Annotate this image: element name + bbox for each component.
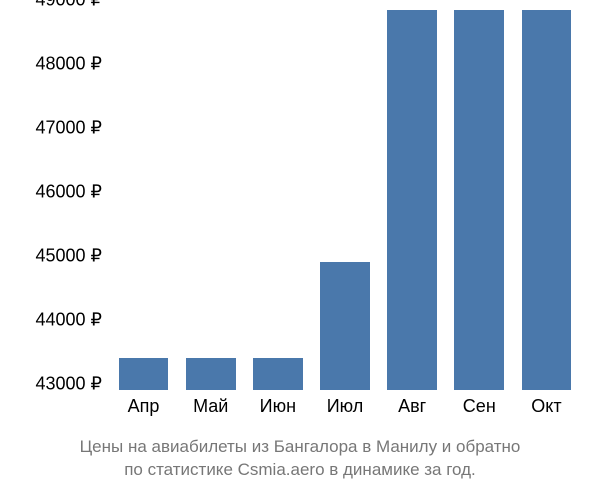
x-tick-label: Май [193, 396, 228, 417]
y-axis: 43000 ₽44000 ₽45000 ₽46000 ₽47000 ₽48000… [0, 0, 110, 390]
y-tick-label: 46000 ₽ [35, 181, 102, 202]
bar [320, 262, 370, 390]
chart-caption: Цены на авиабилеты из Бангалора в Манилу… [0, 436, 600, 482]
y-tick-label: 45000 ₽ [35, 245, 102, 266]
x-tick-label: Сен [463, 396, 496, 417]
x-tick-label: Апр [128, 396, 160, 417]
bar [522, 10, 572, 390]
bar [119, 358, 169, 390]
bar [387, 10, 437, 390]
price-bar-chart: 43000 ₽ 44000 ₽ 45000 ₽ 46000 ₽ 47000 ₽ 48000… [0, 0, 600, 430]
y-tick-label: 44000 ₽ [35, 309, 102, 330]
caption-line-1: Цены на авиабилеты из Бангалора в Манилу… [0, 436, 600, 459]
y-tick-label: 48000 ₽ [35, 53, 102, 74]
x-tick-label: Авг [398, 396, 426, 417]
y-tick-label: 49000 ₽ [35, 0, 102, 11]
bar [253, 358, 303, 390]
bar [454, 10, 504, 390]
x-tick-label: Окт [531, 396, 561, 417]
caption-line-2: по статистике Csmia.aero в динамике за г… [0, 459, 600, 482]
plot-area [110, 0, 580, 390]
x-axis: Апр Май Июн Июл Авг Сен Окт [110, 396, 580, 420]
bar [186, 358, 236, 390]
x-tick-label: Июл [327, 396, 364, 417]
y-tick-label: 47000 ₽ [35, 117, 102, 138]
x-tick-label: Июн [260, 396, 296, 417]
y-tick-label: 43000 ₽ [35, 373, 102, 394]
